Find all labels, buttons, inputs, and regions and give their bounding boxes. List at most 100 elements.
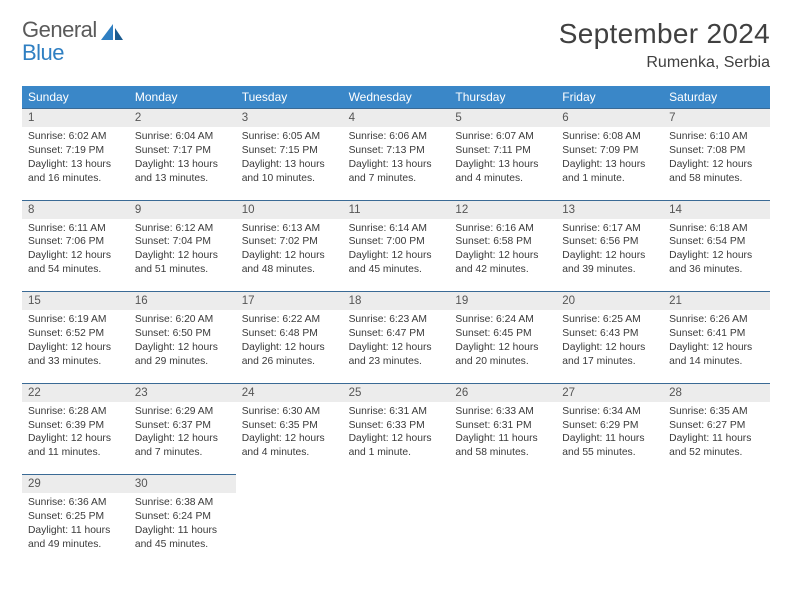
logo: General Blue	[22, 18, 125, 64]
week-row: 1Sunrise: 6:02 AMSunset: 7:19 PMDaylight…	[22, 108, 770, 190]
sunrise-text: Sunrise: 6:35 AM	[669, 405, 764, 419]
sunset-text: Sunset: 6:58 PM	[455, 235, 550, 249]
sunrise-text: Sunrise: 6:38 AM	[135, 496, 230, 510]
day-cell-empty	[556, 474, 663, 556]
day-cell: 17Sunrise: 6:22 AMSunset: 6:48 PMDayligh…	[236, 291, 343, 373]
daylight-text-1: Daylight: 12 hours	[242, 249, 337, 263]
location: Rumenka, Serbia	[559, 54, 770, 72]
day-number: 29	[22, 475, 129, 493]
sunset-text: Sunset: 6:52 PM	[28, 327, 123, 341]
sunset-text: Sunset: 6:27 PM	[669, 419, 764, 433]
daylight-text-2: and 7 minutes.	[135, 446, 230, 460]
day-number: 19	[449, 292, 556, 310]
week-row: 29Sunrise: 6:36 AMSunset: 6:25 PMDayligh…	[22, 474, 770, 556]
sunrise-text: Sunrise: 6:05 AM	[242, 130, 337, 144]
sunset-text: Sunset: 7:19 PM	[28, 144, 123, 158]
day-cell: 13Sunrise: 6:17 AMSunset: 6:56 PMDayligh…	[556, 200, 663, 282]
day-cell: 14Sunrise: 6:18 AMSunset: 6:54 PMDayligh…	[663, 200, 770, 282]
day-number: 1	[22, 109, 129, 127]
day-cell: 21Sunrise: 6:26 AMSunset: 6:41 PMDayligh…	[663, 291, 770, 373]
day-number: 10	[236, 201, 343, 219]
daylight-text-2: and 7 minutes.	[349, 172, 444, 186]
sunrise-text: Sunrise: 6:30 AM	[242, 405, 337, 419]
day-body: Sunrise: 6:20 AMSunset: 6:50 PMDaylight:…	[129, 310, 236, 373]
day-body: Sunrise: 6:14 AMSunset: 7:00 PMDaylight:…	[343, 219, 450, 282]
day-number: 26	[449, 384, 556, 402]
day-cell: 16Sunrise: 6:20 AMSunset: 6:50 PMDayligh…	[129, 291, 236, 373]
calendar: SundayMondayTuesdayWednesdayThursdayFrid…	[22, 86, 770, 556]
daylight-text-1: Daylight: 12 hours	[669, 249, 764, 263]
sunset-text: Sunset: 6:31 PM	[455, 419, 550, 433]
day-cell-empty	[663, 474, 770, 556]
sunset-text: Sunset: 7:15 PM	[242, 144, 337, 158]
day-cell: 22Sunrise: 6:28 AMSunset: 6:39 PMDayligh…	[22, 383, 129, 465]
day-number: 2	[129, 109, 236, 127]
sunrise-text: Sunrise: 6:23 AM	[349, 313, 444, 327]
sunrise-text: Sunrise: 6:26 AM	[669, 313, 764, 327]
sunrise-text: Sunrise: 6:06 AM	[349, 130, 444, 144]
sail-icon	[99, 22, 125, 47]
day-number: 21	[663, 292, 770, 310]
logo-line1: General	[22, 17, 97, 42]
daylight-text-1: Daylight: 12 hours	[135, 249, 230, 263]
logo-line2: Blue	[22, 41, 97, 64]
day-number: 18	[343, 292, 450, 310]
day-number: 3	[236, 109, 343, 127]
day-body: Sunrise: 6:22 AMSunset: 6:48 PMDaylight:…	[236, 310, 343, 373]
sunset-text: Sunset: 6:39 PM	[28, 419, 123, 433]
day-header: Thursday	[449, 86, 556, 108]
daylight-text-1: Daylight: 11 hours	[455, 432, 550, 446]
day-body: Sunrise: 6:13 AMSunset: 7:02 PMDaylight:…	[236, 219, 343, 282]
day-header: Friday	[556, 86, 663, 108]
day-number: 13	[556, 201, 663, 219]
daylight-text-2: and 29 minutes.	[135, 355, 230, 369]
sunrise-text: Sunrise: 6:07 AM	[455, 130, 550, 144]
daylight-text-1: Daylight: 12 hours	[669, 158, 764, 172]
sunrise-text: Sunrise: 6:13 AM	[242, 222, 337, 236]
day-cell: 30Sunrise: 6:38 AMSunset: 6:24 PMDayligh…	[129, 474, 236, 556]
day-cell: 25Sunrise: 6:31 AMSunset: 6:33 PMDayligh…	[343, 383, 450, 465]
day-cell-empty	[236, 474, 343, 556]
day-cell: 28Sunrise: 6:35 AMSunset: 6:27 PMDayligh…	[663, 383, 770, 465]
sunrise-text: Sunrise: 6:20 AM	[135, 313, 230, 327]
day-header: Wednesday	[343, 86, 450, 108]
daylight-text-2: and 58 minutes.	[455, 446, 550, 460]
day-number: 20	[556, 292, 663, 310]
day-body: Sunrise: 6:36 AMSunset: 6:25 PMDaylight:…	[22, 493, 129, 556]
daylight-text-1: Daylight: 11 hours	[28, 524, 123, 538]
sunset-text: Sunset: 6:50 PM	[135, 327, 230, 341]
daylight-text-2: and 33 minutes.	[28, 355, 123, 369]
daylight-text-1: Daylight: 12 hours	[242, 432, 337, 446]
day-cell: 18Sunrise: 6:23 AMSunset: 6:47 PMDayligh…	[343, 291, 450, 373]
day-body: Sunrise: 6:19 AMSunset: 6:52 PMDaylight:…	[22, 310, 129, 373]
day-cell: 24Sunrise: 6:30 AMSunset: 6:35 PMDayligh…	[236, 383, 343, 465]
daylight-text-1: Daylight: 11 hours	[135, 524, 230, 538]
day-cell: 15Sunrise: 6:19 AMSunset: 6:52 PMDayligh…	[22, 291, 129, 373]
title-block: September 2024 Rumenka, Serbia	[559, 18, 770, 72]
sunrise-text: Sunrise: 6:08 AM	[562, 130, 657, 144]
daylight-text-1: Daylight: 13 hours	[562, 158, 657, 172]
day-cell: 6Sunrise: 6:08 AMSunset: 7:09 PMDaylight…	[556, 108, 663, 190]
day-body: Sunrise: 6:08 AMSunset: 7:09 PMDaylight:…	[556, 127, 663, 190]
day-body: Sunrise: 6:34 AMSunset: 6:29 PMDaylight:…	[556, 402, 663, 465]
day-body: Sunrise: 6:16 AMSunset: 6:58 PMDaylight:…	[449, 219, 556, 282]
day-cell: 3Sunrise: 6:05 AMSunset: 7:15 PMDaylight…	[236, 108, 343, 190]
day-number: 5	[449, 109, 556, 127]
week-row: 22Sunrise: 6:28 AMSunset: 6:39 PMDayligh…	[22, 383, 770, 465]
daylight-text-1: Daylight: 13 hours	[28, 158, 123, 172]
day-number: 9	[129, 201, 236, 219]
sunrise-text: Sunrise: 6:02 AM	[28, 130, 123, 144]
day-body: Sunrise: 6:11 AMSunset: 7:06 PMDaylight:…	[22, 219, 129, 282]
sunset-text: Sunset: 7:17 PM	[135, 144, 230, 158]
daylight-text-1: Daylight: 12 hours	[349, 249, 444, 263]
daylight-text-1: Daylight: 12 hours	[242, 341, 337, 355]
sunset-text: Sunset: 6:33 PM	[349, 419, 444, 433]
day-body: Sunrise: 6:06 AMSunset: 7:13 PMDaylight:…	[343, 127, 450, 190]
daylight-text-1: Daylight: 12 hours	[455, 249, 550, 263]
day-header-row: SundayMondayTuesdayWednesdayThursdayFrid…	[22, 86, 770, 108]
daylight-text-1: Daylight: 12 hours	[562, 341, 657, 355]
daylight-text-2: and 14 minutes.	[669, 355, 764, 369]
daylight-text-2: and 48 minutes.	[242, 263, 337, 277]
sunrise-text: Sunrise: 6:24 AM	[455, 313, 550, 327]
day-body: Sunrise: 6:10 AMSunset: 7:08 PMDaylight:…	[663, 127, 770, 190]
